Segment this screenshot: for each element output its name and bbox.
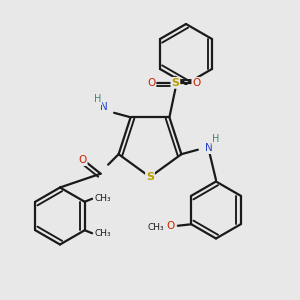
Text: O: O xyxy=(79,155,87,165)
Text: CH₃: CH₃ xyxy=(147,223,164,232)
Text: O: O xyxy=(192,78,200,88)
Text: N: N xyxy=(205,143,212,153)
Text: H: H xyxy=(94,94,101,104)
Text: O: O xyxy=(166,221,174,231)
Text: CH₃: CH₃ xyxy=(94,194,111,203)
Text: N: N xyxy=(100,102,107,112)
Text: H: H xyxy=(212,134,220,144)
Text: CH₃: CH₃ xyxy=(94,229,111,238)
Text: S: S xyxy=(171,78,179,88)
Text: S: S xyxy=(146,172,154,182)
Text: O: O xyxy=(147,78,155,88)
